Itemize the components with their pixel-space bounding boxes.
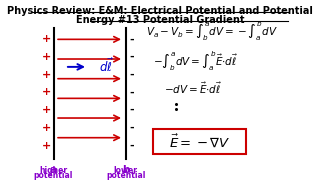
Text: Energy #13 Potential Gradient: Energy #13 Potential Gradient	[76, 15, 244, 25]
Text: -: -	[130, 52, 134, 62]
Text: Physics Review: E&M: Electrical Potential and Potential: Physics Review: E&M: Electrical Potentia…	[7, 6, 313, 16]
Text: +: +	[42, 141, 51, 150]
FancyBboxPatch shape	[153, 129, 246, 154]
Text: +: +	[42, 87, 51, 97]
Text: +: +	[42, 105, 51, 115]
Text: -: -	[130, 34, 134, 44]
Text: $d\vec{\ell}$: $d\vec{\ell}$	[99, 58, 114, 75]
Text: $-dV = \vec{E}{\cdot}d\vec{\ell}$: $-dV = \vec{E}{\cdot}d\vec{\ell}$	[164, 81, 222, 96]
Text: $\vec{E} = -\nabla V$: $\vec{E} = -\nabla V$	[169, 133, 230, 150]
Text: -: -	[130, 123, 134, 133]
Text: higher: higher	[39, 166, 68, 175]
Text: potential: potential	[106, 171, 145, 180]
Text: potential: potential	[34, 171, 73, 180]
Text: -: -	[130, 70, 134, 80]
Text: -: -	[130, 87, 134, 97]
Text: a: a	[50, 165, 57, 175]
Text: -: -	[130, 141, 134, 150]
Text: +: +	[42, 70, 51, 80]
Text: lower: lower	[114, 166, 138, 175]
Text: b: b	[122, 165, 129, 175]
Text: -: -	[130, 105, 134, 115]
Text: $V_a - V_b = \int_b^a dV = -\int_a^b dV$: $V_a - V_b = \int_b^a dV = -\int_a^b dV$	[146, 20, 278, 43]
Text: $-\int_b^a dV = \int_a^b \vec{E}{\cdot}d\vec{\ell}$: $-\int_b^a dV = \int_a^b \vec{E}{\cdot}d…	[153, 49, 238, 73]
Text: +: +	[42, 34, 51, 44]
Text: +: +	[42, 123, 51, 133]
Text: +: +	[42, 52, 51, 62]
